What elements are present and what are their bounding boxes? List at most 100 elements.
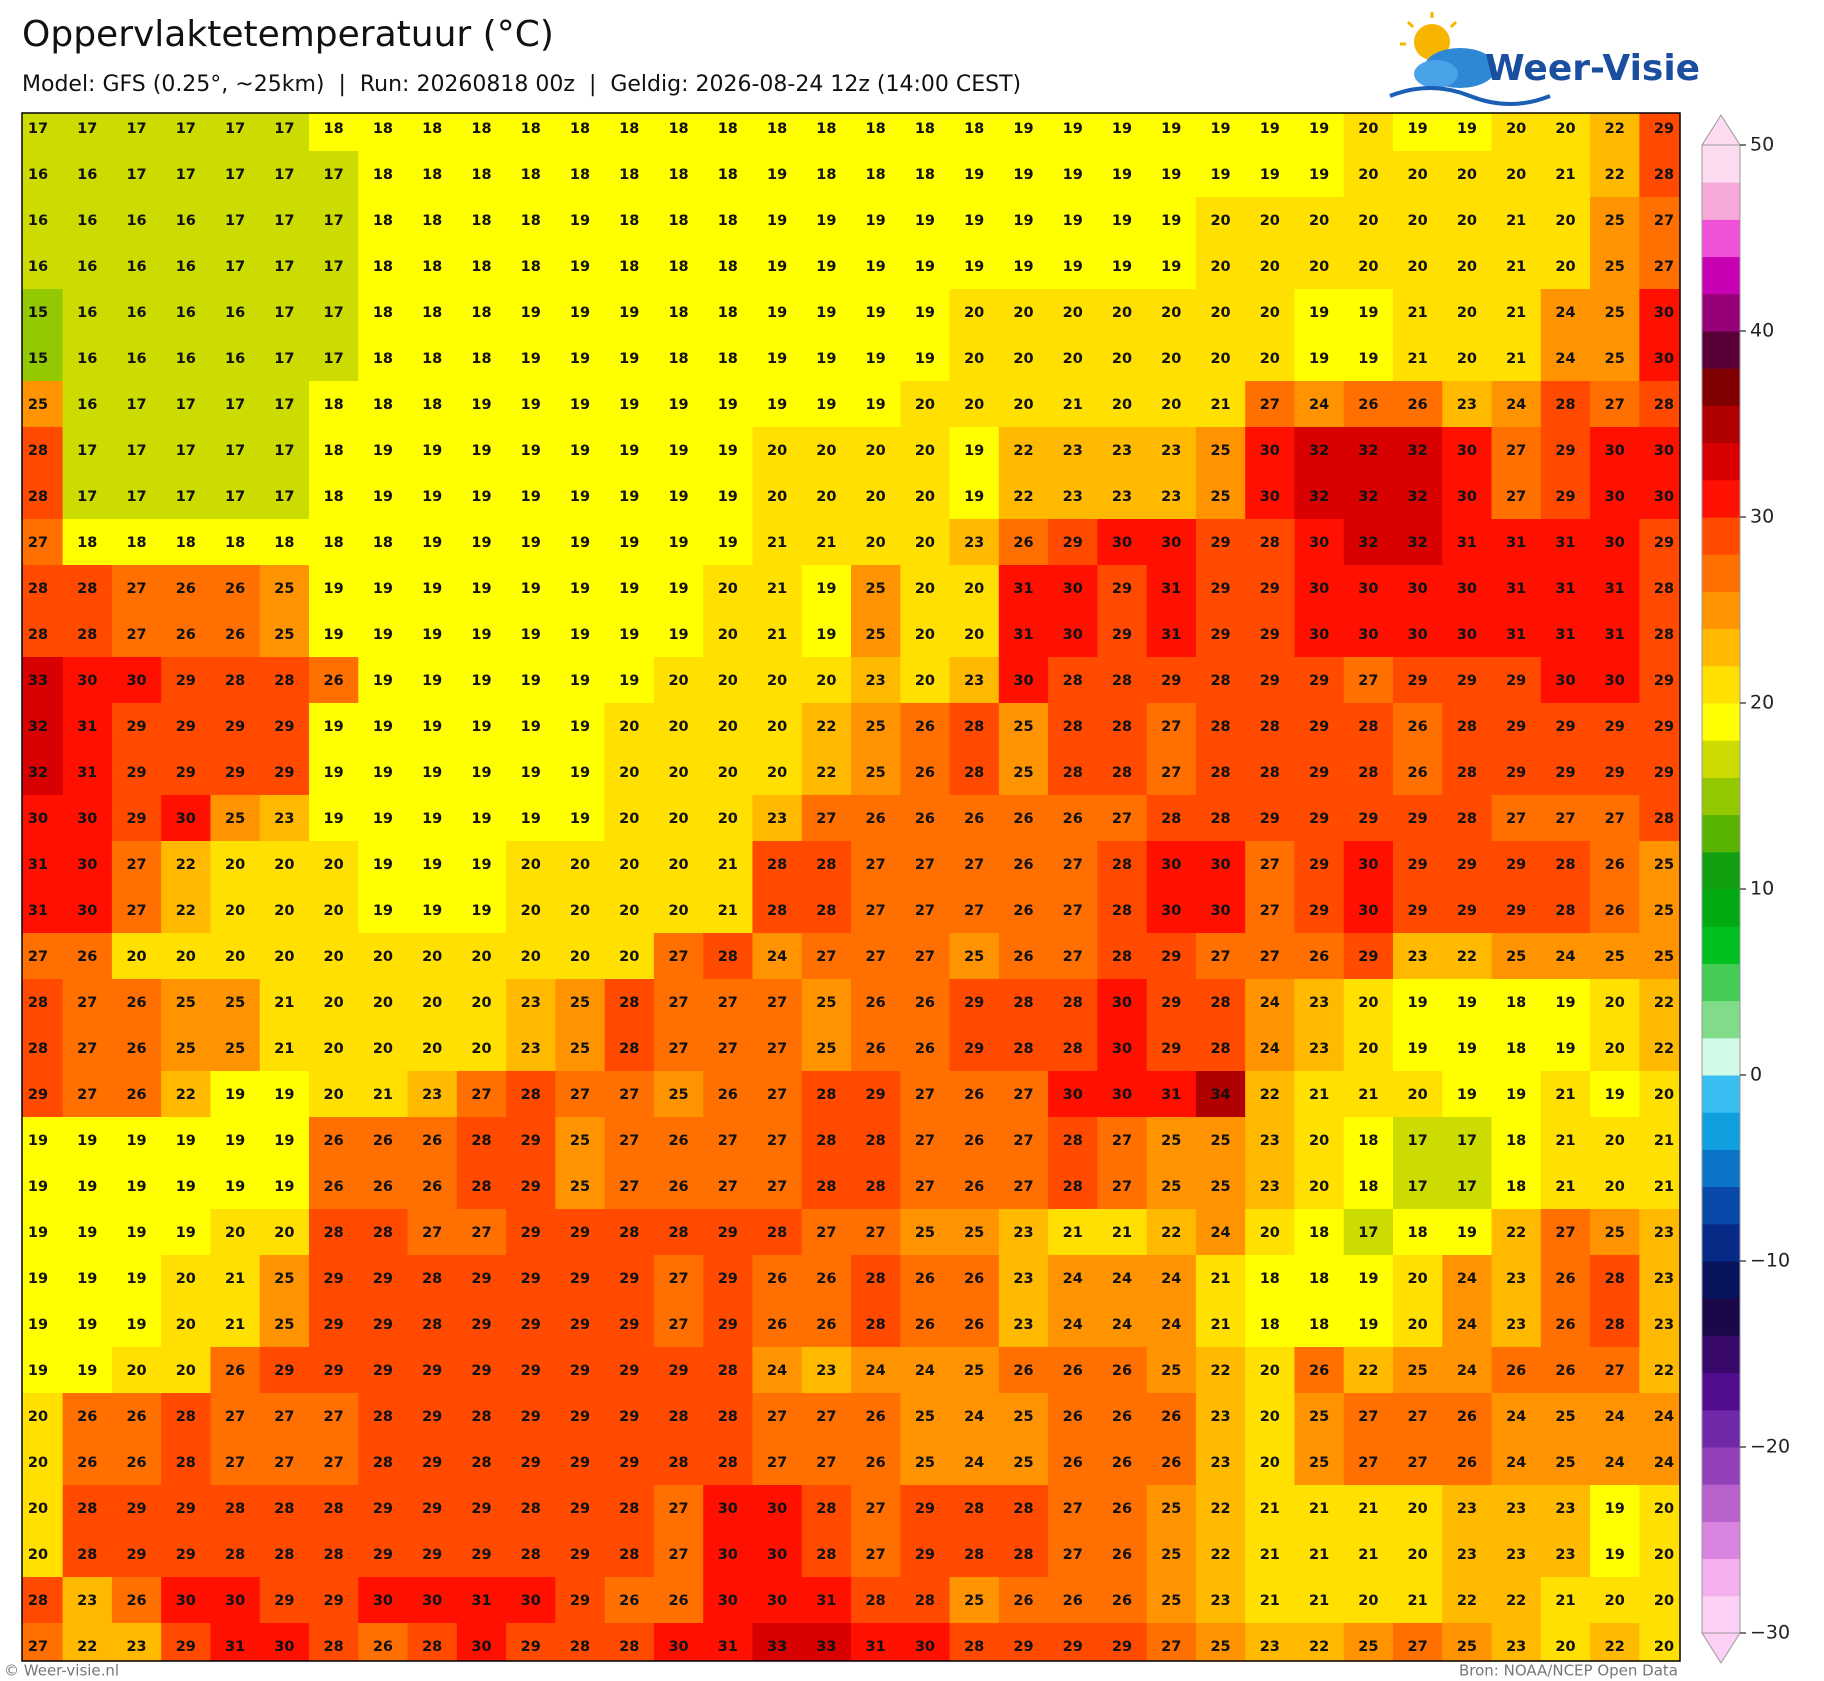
temperature-cell	[210, 1025, 261, 1072]
temperature-label: 24	[1161, 1271, 1181, 1287]
temperature-cell	[949, 473, 1000, 520]
temperature-cell	[752, 1439, 803, 1486]
temperature-label: 27	[767, 1041, 787, 1057]
temperature-label: 17	[126, 489, 146, 505]
temperature-label: 20	[324, 903, 344, 919]
temperature-cell	[1245, 1163, 1296, 1210]
temperature-label: 17	[274, 443, 294, 459]
temperature-cell	[604, 1255, 655, 1302]
temperature-label: 20	[373, 1041, 393, 1057]
temperature-cell	[703, 887, 754, 934]
temperature-cell	[1491, 1117, 1542, 1164]
temperature-cell	[1540, 519, 1591, 566]
temperature-cell	[210, 427, 261, 474]
temperature-label: 29	[471, 1317, 491, 1333]
temperature-cell	[506, 887, 556, 934]
temperature-label: 32	[28, 765, 48, 781]
temperature-label: 18	[1309, 1317, 1329, 1333]
temperature-cell	[161, 795, 212, 842]
temperature-cell	[604, 841, 655, 888]
temperature-cell	[1540, 749, 1591, 796]
temperature-label: 19	[521, 443, 541, 459]
temperature-cell	[653, 335, 704, 382]
temperature-label: 21	[1309, 1593, 1329, 1609]
temperature-label: 26	[1605, 903, 1625, 919]
temperature-cell	[1195, 749, 1246, 796]
temperature-label: 20	[915, 673, 935, 689]
temperature-cell	[1639, 657, 1680, 704]
temperature-cell	[1097, 841, 1148, 888]
temperature-label: 29	[176, 765, 196, 781]
temperature-label: 27	[1654, 213, 1674, 229]
temperature-label: 28	[816, 903, 836, 919]
temperature-label: 19	[570, 581, 590, 597]
temperature-cell	[1048, 1347, 1098, 1394]
temperature-cell	[358, 1393, 409, 1440]
temperature-cell	[259, 1577, 310, 1624]
temperature-cell	[1590, 1439, 1640, 1486]
temperature-cell	[752, 197, 803, 244]
temperature-label: 25	[225, 1041, 245, 1057]
temperature-cell	[407, 113, 458, 152]
temperature-cell	[1491, 335, 1542, 382]
temperature-cell	[703, 933, 754, 980]
temperature-cell	[111, 289, 162, 336]
temperature-label: 19	[274, 1179, 294, 1195]
temperature-label: 18	[1309, 1225, 1329, 1241]
colorbar-band	[1702, 703, 1740, 741]
temperature-cell	[604, 1485, 655, 1532]
temperature-cell	[1393, 565, 1443, 612]
temperature-label: 30	[1605, 673, 1625, 689]
temperature-label: 26	[324, 673, 344, 689]
temperature-cell	[358, 979, 409, 1026]
temperature-cell	[1639, 1117, 1680, 1164]
temperature-cell	[555, 1439, 606, 1486]
temperature-label: 20	[1654, 1639, 1674, 1655]
temperature-cell	[1146, 749, 1197, 796]
temperature-cell	[259, 1439, 310, 1486]
temperature-cell	[949, 749, 1000, 796]
temperature-cell	[62, 657, 113, 704]
temperature-label: 19	[176, 1133, 196, 1149]
temperature-cell	[358, 1163, 409, 1210]
temperature-cell	[62, 1623, 113, 1661]
temperature-cell	[1393, 243, 1443, 290]
temperature-cell	[358, 1255, 409, 1302]
temperature-cell	[1343, 519, 1394, 566]
temperature-cell	[998, 289, 1049, 336]
temperature-cell	[1639, 749, 1680, 796]
temperature-cell	[1048, 113, 1098, 152]
temperature-cell	[407, 1439, 458, 1486]
temperature-cell	[1195, 519, 1246, 566]
temperature-cell	[851, 1439, 901, 1486]
temperature-cell	[22, 151, 64, 198]
temperature-label: 20	[619, 811, 639, 827]
temperature-label: 28	[619, 1639, 639, 1655]
temperature-label: 19	[471, 581, 491, 597]
title: Oppervlaktetemperatuur (°C)	[22, 14, 554, 55]
temperature-cell	[998, 1301, 1049, 1348]
temperature-label: 20	[718, 719, 738, 735]
footer-right: Bron: NOAA/NCEP Open Data	[1459, 1662, 1678, 1680]
temperature-cell	[1146, 113, 1197, 152]
temperature-cell	[801, 979, 852, 1026]
colorbar-band	[1702, 145, 1740, 183]
temperature-label: 28	[964, 1639, 984, 1655]
temperature-label: 29	[1506, 903, 1526, 919]
temperature-cell	[998, 933, 1049, 980]
temperature-cell	[506, 427, 556, 474]
temperature-label: 30	[1112, 1087, 1132, 1103]
temperature-cell	[801, 151, 852, 198]
temperature-label: 19	[1309, 305, 1329, 321]
temperature-cell	[1294, 1347, 1345, 1394]
temperature-cell	[309, 979, 359, 1026]
temperature-label: 25	[1506, 949, 1526, 965]
temperature-cell	[851, 1623, 901, 1661]
temperature-cell	[111, 151, 162, 198]
temperature-label: 27	[1063, 949, 1083, 965]
temperature-label: 19	[1408, 995, 1428, 1011]
temperature-label: 26	[225, 1363, 245, 1379]
temperature-label: 18	[718, 121, 738, 137]
temperature-cell	[506, 1209, 556, 1256]
temperature-label: 18	[373, 167, 393, 183]
